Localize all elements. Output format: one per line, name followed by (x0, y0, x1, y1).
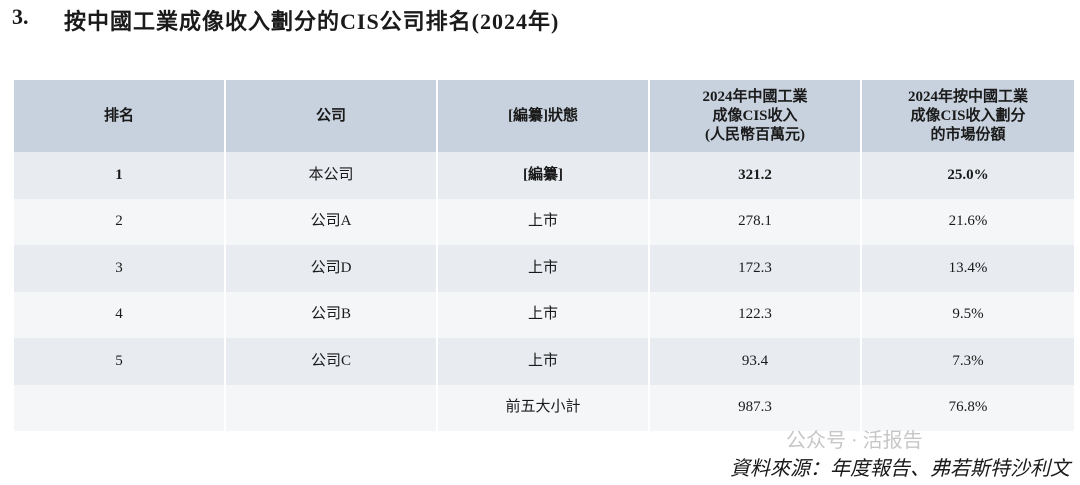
header-cell: 2024年中國工業 成像CIS收入 (人民幣百萬元) (650, 80, 860, 152)
source-note: 資料來源：年度報告、弗若斯特沙利文 (730, 458, 1070, 480)
table-cell: 21.6% (862, 198, 1074, 245)
header-line: 公司 (315, 107, 346, 124)
header-line: 2024年中國工業 (702, 88, 808, 105)
table-cell: 公司C (226, 338, 436, 385)
table-cell: 9.5% (862, 291, 1074, 338)
table-cell: 13.4% (862, 245, 1074, 292)
table-cell: 公司B (226, 291, 436, 338)
header-cell: 排名 (14, 80, 224, 152)
table-cell: 前五大小計 (438, 384, 648, 431)
table-cell: 987.3 (650, 384, 860, 431)
table-cell: 278.1 (650, 198, 860, 245)
header-cell: [編纂]狀態 (438, 80, 648, 152)
table-cell: 76.8% (862, 384, 1074, 431)
header-line: 2024年按中國工業 (907, 88, 1028, 105)
table-cell: 公司D (226, 245, 436, 292)
table-cell: 上市 (438, 198, 648, 245)
header-line: 成像CIS收入 (712, 107, 798, 124)
header-cell: 公司 (226, 80, 436, 152)
table-cell (226, 384, 436, 431)
watermark: 公众号 · 活报告 (786, 430, 923, 452)
header-line: [編纂]狀態 (508, 107, 578, 124)
header-line: 成像CIS收入劃分 (910, 107, 1026, 124)
table-cell: 7.3% (862, 338, 1074, 385)
table-cell: 上市 (438, 338, 648, 385)
table-cell: [編纂] (438, 152, 648, 199)
table-cell: 25.0% (862, 152, 1074, 199)
header-line: 的市場份額 (930, 126, 1006, 143)
table-cell: 122.3 (650, 291, 860, 338)
table-cell: 93.4 (650, 338, 860, 385)
header-cell: 2024年按中國工業 成像CIS收入劃分 的市場份額 (862, 80, 1074, 152)
table-cell: 5 (14, 338, 224, 385)
table-cell: 上市 (438, 291, 648, 338)
table-cell: 4 (14, 291, 224, 338)
table-cell: 2 (14, 198, 224, 245)
heading-title: 按中國工業成像收入劃分的CIS公司排名(2024年) (64, 9, 560, 34)
table-cell: 本公司 (226, 152, 436, 199)
heading-number: 3. (12, 4, 29, 29)
table-cell: 上市 (438, 245, 648, 292)
table-cell: 172.3 (650, 245, 860, 292)
table-cell: 1 (14, 152, 224, 199)
table-cell: 321.2 (650, 152, 860, 199)
header-line: (人民幣百萬元) (705, 126, 805, 143)
table-cell: 公司A (226, 198, 436, 245)
header-line: 排名 (103, 107, 134, 124)
table-cell (14, 384, 224, 431)
table-cell: 3 (14, 245, 224, 292)
